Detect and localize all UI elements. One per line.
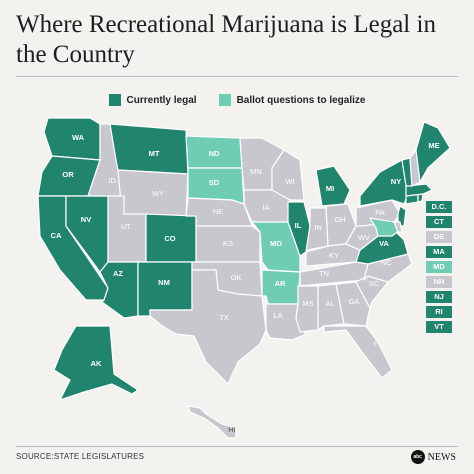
label-KY: KY [329, 251, 339, 260]
label-LA: LA [273, 311, 282, 320]
label-MS: MS [302, 299, 313, 308]
label-FL: FL [374, 339, 383, 348]
label-IL: IL [295, 221, 302, 230]
label-KS: KS [223, 239, 233, 248]
label-ID: ID [108, 176, 116, 185]
abc-logo-mark: abc [410, 450, 425, 464]
label-NM: NM [158, 278, 170, 287]
label-IN: IN [314, 223, 322, 232]
small-state-badges: D.C. CT DE MA MD NH NJ RI VT [426, 201, 452, 336]
state-KS [195, 225, 261, 263]
state-HI [187, 405, 237, 439]
state-MS [295, 285, 319, 333]
state-ME [415, 121, 451, 183]
badge-ma: MA [426, 246, 452, 258]
label-PA: PA [375, 208, 384, 217]
label-ME: ME [428, 141, 439, 150]
source-note: SOURCE:STATE LEGISLATURES [16, 452, 145, 461]
legend-item-legal: Currently legal [108, 94, 197, 106]
state-TX [149, 269, 267, 385]
label-ND: ND [209, 149, 220, 158]
abc-logo-text: NEWS [427, 451, 456, 463]
label-OH: OH [334, 215, 345, 224]
label-AZ: AZ [113, 269, 123, 278]
state-WI [271, 149, 305, 201]
label-VA: VA [379, 239, 389, 248]
label-WV: WV [358, 233, 370, 242]
badge-nj: NJ [426, 291, 452, 303]
abc-news-logo: abc NEWS [410, 450, 456, 464]
label-OR: OR [62, 170, 74, 179]
label-NC: NC [381, 258, 392, 267]
state-RI [417, 193, 424, 203]
label-TN: TN [319, 269, 329, 278]
legend-swatch-legal [108, 94, 121, 106]
label-IA: IA [262, 203, 269, 212]
state-MA [405, 183, 433, 197]
label-WY: WY [152, 189, 164, 198]
label-GA: GA [349, 297, 360, 306]
badge-ct: CT [426, 216, 452, 228]
label-NY: NY [391, 177, 401, 186]
label-SC: SC [369, 279, 380, 288]
legend: Currently legal Ballot questions to lega… [0, 94, 474, 106]
label-AK: AK [91, 359, 102, 368]
label-MN: MN [250, 167, 262, 176]
label-HI: HI [228, 425, 236, 434]
state-AL [317, 283, 345, 331]
state-MI [315, 165, 351, 207]
state-FL [323, 325, 393, 379]
state-AK [53, 325, 139, 401]
legend-label-legal: Currently legal [126, 94, 197, 106]
label-MO: MO [270, 239, 282, 248]
badge-ri: RI [426, 306, 452, 318]
badge-de: DE [426, 231, 452, 243]
label-SD: SD [209, 178, 220, 187]
label-WI: WI [285, 177, 294, 186]
label-NV: NV [81, 215, 91, 224]
page-title: Where Recreational Marijuana is Legal in… [16, 11, 436, 68]
label-OK: OK [231, 273, 242, 282]
label-CA: CA [51, 231, 62, 240]
legend-item-ballot: Ballot questions to legalize [218, 94, 366, 106]
badge-dc: D.C. [426, 201, 452, 213]
label-NE: NE [213, 207, 223, 216]
legend-swatch-ballot [218, 94, 231, 106]
label-TX: TX [219, 313, 229, 322]
state-DE [393, 221, 403, 233]
label-MI: MI [326, 184, 334, 193]
label-UT: UT [121, 222, 131, 231]
label-WA: WA [72, 133, 85, 142]
label-CO: CO [164, 234, 175, 243]
label-AR: AR [275, 279, 286, 288]
footer-divider [16, 446, 458, 447]
badge-nh: NH [426, 276, 452, 288]
label-MT: MT [149, 149, 160, 158]
label-AL: AL [325, 299, 334, 308]
badge-md: MD [426, 261, 452, 273]
state-NM [137, 261, 193, 317]
state-AZ [99, 261, 139, 319]
badge-vt: VT [426, 321, 452, 333]
legend-label-ballot: Ballot questions to legalize [236, 94, 366, 106]
title-divider [16, 76, 458, 77]
